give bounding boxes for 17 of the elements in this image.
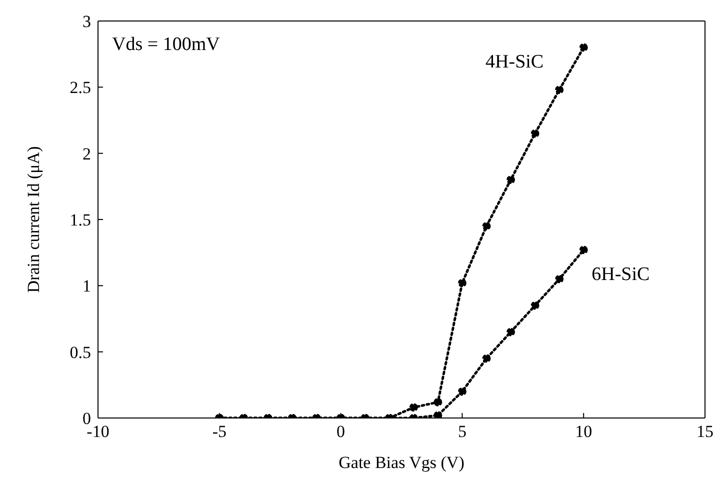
x-tick-label: 0 [336, 422, 346, 442]
y-tick-label: 0.5 [70, 342, 91, 362]
x-tick-label: 10 [575, 422, 592, 442]
y-tick-label: 1.5 [70, 210, 91, 230]
y-tick-label: 2.5 [70, 78, 91, 98]
annotation: Vds = 100mV [112, 34, 220, 56]
y-tick-label: 3 [82, 12, 91, 32]
x-axis-title: Gate Bias Vgs (V) [338, 453, 464, 472]
series-label: 4H-SiC [486, 51, 544, 72]
x-tick-label: -5 [212, 422, 226, 442]
y-tick-label: 0 [82, 409, 91, 428]
y-tick-label: 2 [82, 144, 91, 164]
x-tick-label: 5 [458, 422, 466, 442]
x-tick-label: 15 [696, 422, 714, 442]
series-label: 6H-SiC [592, 264, 650, 285]
y-axis-title: Drain current Id (μA) [24, 146, 44, 293]
y-tick-label: 1 [82, 276, 91, 296]
